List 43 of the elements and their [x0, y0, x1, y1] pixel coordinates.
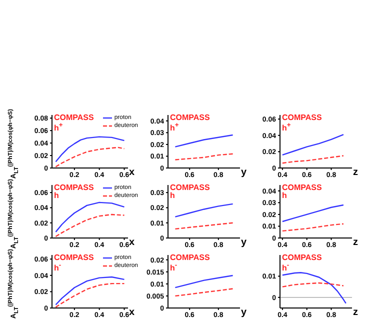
line-series [282, 155, 344, 164]
annotation: h$^{+}$ [282, 122, 292, 133]
line-series [282, 272, 346, 304]
line-series [55, 214, 125, 238]
line-series [174, 288, 234, 297]
annotation: COMPASS [282, 183, 322, 192]
x-axis-title: z [353, 167, 358, 178]
line-series [282, 204, 344, 222]
annotation: COMPASS [170, 113, 210, 122]
annotation: COMPASS [282, 113, 322, 122]
x-axis-title: x [129, 167, 135, 178]
annotation: COMPASS [54, 113, 94, 122]
x-axis-title: x [129, 307, 135, 318]
annotation: h$^{-}$ [54, 262, 62, 273]
annotation: h$^{+}$ [170, 122, 180, 133]
annotation: h [170, 191, 176, 200]
line-series [174, 274, 234, 288]
annotation: h [54, 191, 60, 200]
annotation: COMPASS [170, 253, 210, 262]
line-series [55, 282, 125, 308]
x-axis-title: z [353, 237, 358, 248]
annotation: COMPASS [282, 253, 322, 262]
line-series [282, 134, 344, 156]
x-axis-title: y [241, 237, 247, 248]
x-axis-title: y [241, 307, 247, 318]
annotation: h$^{+}$ [54, 122, 64, 133]
annotation: h$^{-}$ [282, 262, 290, 273]
line-series [55, 276, 125, 306]
annotation: h [282, 191, 288, 200]
line-series [282, 223, 344, 232]
annotation: COMPASS [170, 183, 210, 192]
x-axis-title: y [241, 167, 247, 178]
x-axis-title: x [129, 237, 135, 248]
line-series [55, 202, 125, 233]
line-series [55, 136, 125, 162]
line-series [174, 222, 234, 230]
annotation: COMPASS [54, 183, 94, 192]
x-axis-title: z [353, 307, 358, 318]
line-series [174, 134, 234, 148]
line-series [55, 146, 125, 168]
annotation: h$^{-}$ [170, 262, 178, 273]
line-series [174, 203, 234, 218]
annotation: COMPASS [54, 253, 94, 262]
